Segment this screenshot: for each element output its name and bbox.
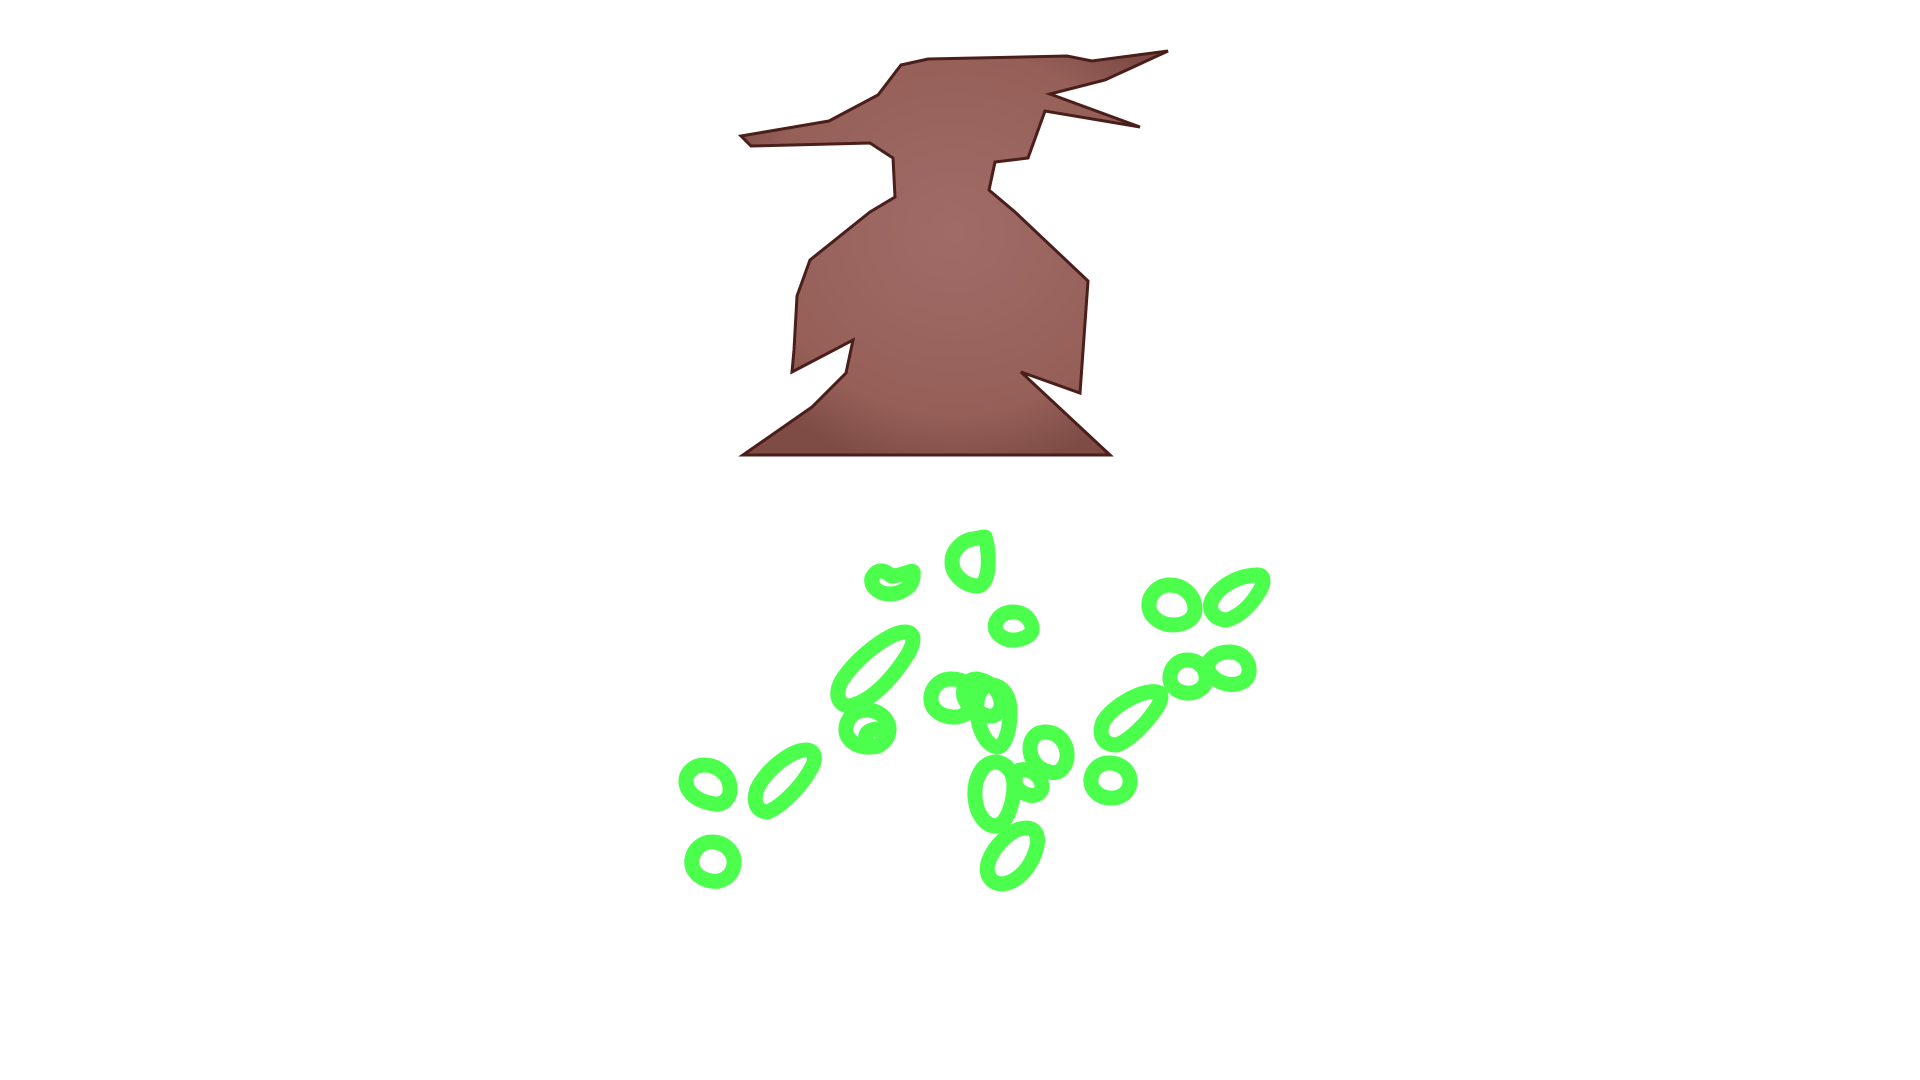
green-drop-icon [1022,724,1075,781]
green-drop-icon [830,624,921,714]
wizard-silhouette-icon [737,49,1169,457]
green-drop-icon [864,563,921,602]
green-drop-icon [1093,684,1169,753]
green-drop-icon [1162,652,1214,701]
green-drop-icon [944,529,996,594]
green-drop-icon [979,820,1046,892]
green-drop-icon [858,722,891,754]
green-drop-icon [1083,755,1138,806]
green-drop-icon [969,677,1018,755]
green-drop-icon [747,742,822,820]
green-drop-icon [1007,762,1050,803]
wizard-character[interactable] [737,49,1169,457]
green-drop-icon [678,757,738,812]
green-particles [678,529,1271,892]
green-drop-icon [1141,577,1203,633]
green-drop-icon [684,834,742,889]
green-drop-icon [987,604,1040,648]
green-drop-icon [1200,644,1257,692]
green-drop-icon [1203,567,1271,628]
